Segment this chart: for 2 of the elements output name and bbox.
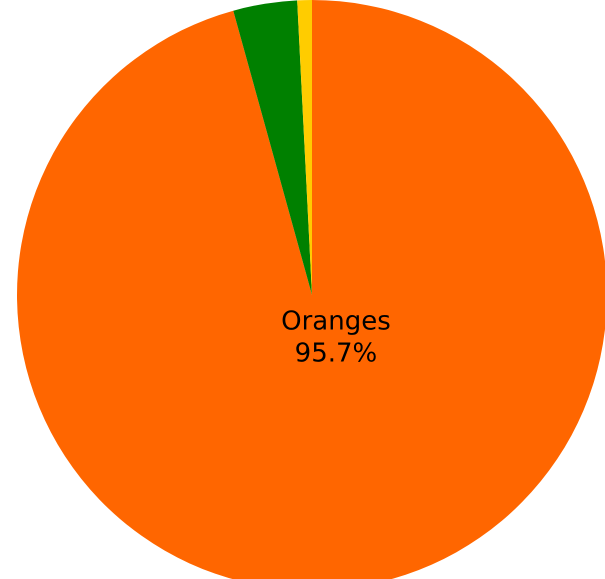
data-label: 95.7%	[294, 338, 378, 369]
slice-label: Oranges	[281, 306, 391, 337]
